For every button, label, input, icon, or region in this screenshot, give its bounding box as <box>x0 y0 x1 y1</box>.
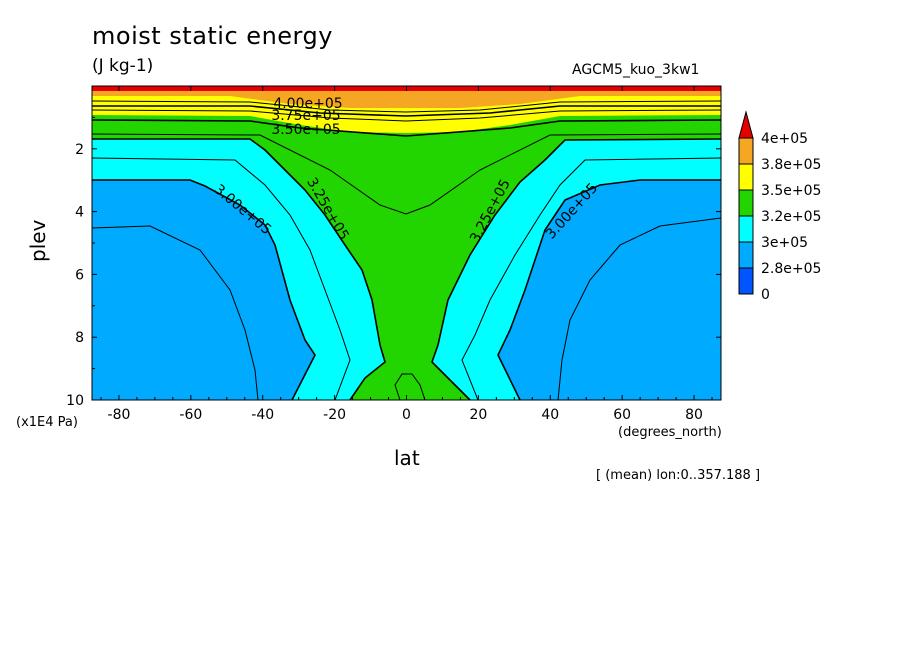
colorbar-label: 0 <box>761 287 770 303</box>
x-tick-label: -60 <box>179 407 202 423</box>
contour-line <box>497 179 721 400</box>
fill-orange-region <box>92 86 721 108</box>
colorbar-swatch <box>738 215 754 243</box>
contour-line <box>92 105 721 117</box>
colorbar-swatch <box>738 137 754 165</box>
colorbar-label: 3.8e+05 <box>761 157 821 173</box>
plot-fills <box>92 86 721 400</box>
y-tick-label: 2 <box>75 142 84 158</box>
contour-line <box>92 225 259 400</box>
fill-green-region <box>92 86 721 400</box>
contour-lines <box>92 100 721 400</box>
x-tick-label: -40 <box>251 407 274 423</box>
x-tick-label: 20 <box>469 407 487 423</box>
colorbar-swatch <box>738 267 754 295</box>
averaging-note: [ (mean) lon:0..357.188 ] <box>596 468 761 483</box>
contour-line <box>461 157 721 400</box>
contour-line <box>92 157 351 400</box>
y-axis-label: plev <box>26 219 50 262</box>
contour-label: 3.75e+05 <box>271 108 340 124</box>
x-tick-label: 40 <box>541 407 559 423</box>
colorbar-label: 3.2e+05 <box>761 209 821 225</box>
contour-line <box>431 138 721 400</box>
x-axis-label: lat <box>394 446 420 470</box>
y-tick-label: 6 <box>75 267 84 283</box>
contour-line <box>92 109 721 122</box>
x-tick-label: -80 <box>108 407 131 423</box>
y-tick-label: 4 <box>75 205 84 221</box>
chart-title: moist static energy <box>92 22 333 50</box>
x-tick-label: -20 <box>323 407 346 423</box>
run-name: AGCM5_kuo_3kw1 <box>572 62 700 78</box>
contour-line <box>92 100 721 113</box>
x-tick-label: 60 <box>613 407 631 423</box>
x-axis: -80 -60 -40 -20 0 20 40 60 80 <box>100 86 713 423</box>
colorbar-swatch <box>738 163 754 191</box>
contour-line <box>557 217 721 400</box>
y-tick-label: 8 <box>75 330 84 346</box>
colorbar-label: 4e+05 <box>761 131 808 147</box>
x-tick-label: 0 <box>402 407 411 423</box>
colorbar-label: 2.8e+05 <box>761 261 821 277</box>
y-tick-label: 10 <box>66 393 84 409</box>
contour-label: 4.00e+05 <box>273 96 342 112</box>
x-axis-units: (degrees_north) <box>618 425 722 440</box>
colorbar-swatch <box>738 110 754 139</box>
y-axis: 2 4 6 8 10 <box>66 116 721 409</box>
x-tick-label: 80 <box>685 407 703 423</box>
contour-label: 3.50e+05 <box>271 122 340 138</box>
colorbar-label: 3.5e+05 <box>761 183 821 199</box>
colorbar-label: 3e+05 <box>761 235 808 251</box>
contour-line <box>92 138 386 400</box>
contour-line <box>92 179 316 400</box>
contour-line <box>394 373 426 400</box>
chart-units: (J kg-1) <box>92 56 154 76</box>
contour-line <box>92 119 721 137</box>
colorbar-swatch <box>738 241 754 269</box>
colorbar-swatch <box>738 189 754 217</box>
colorbar: 4e+05 3.8e+05 3.5e+05 3.2e+05 3e+05 2.8e+05 0 <box>738 110 821 303</box>
y-axis-units: (x1E4 Pa) <box>16 415 78 430</box>
contour-line <box>92 133 721 215</box>
